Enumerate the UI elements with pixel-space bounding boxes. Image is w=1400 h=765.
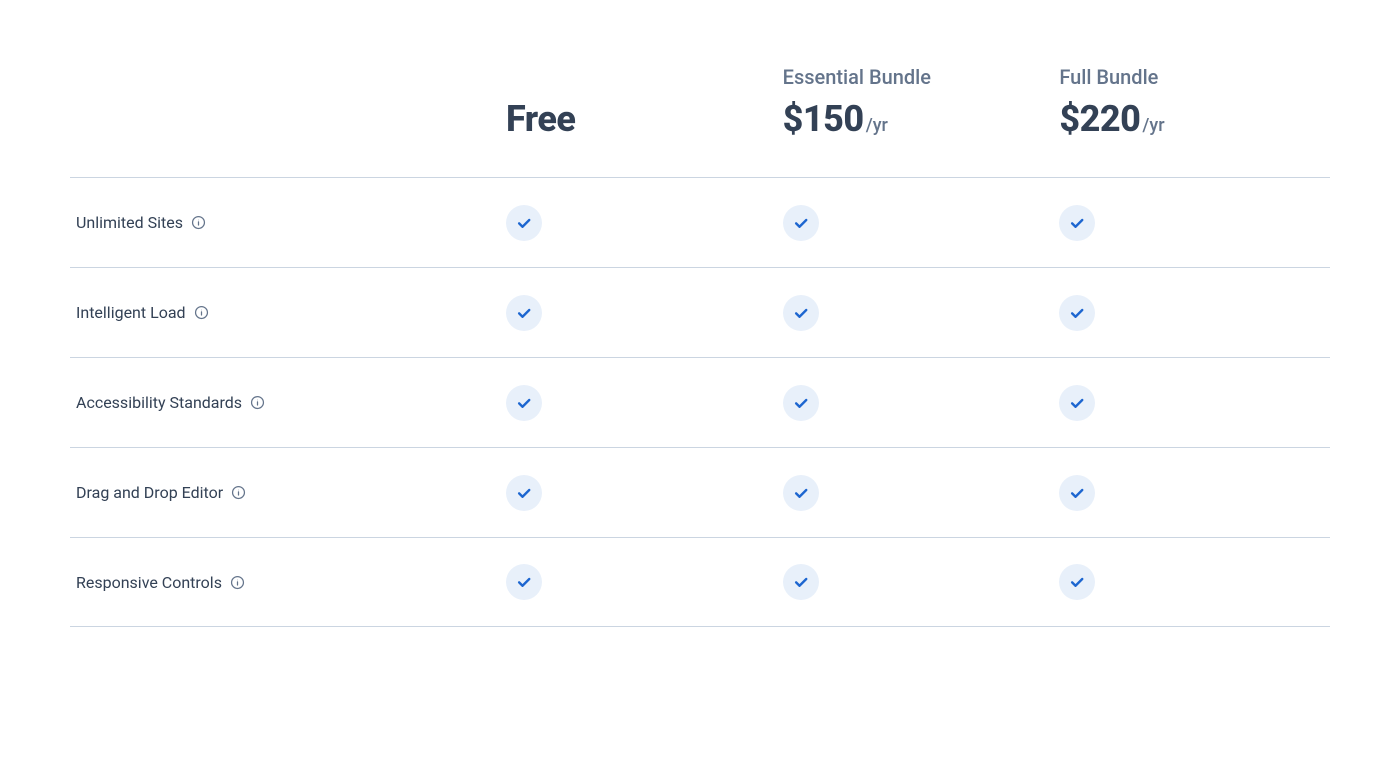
plan-cell-free <box>500 295 777 331</box>
pricing-comparison-table: Free Essential Bundle $150/yr Full Bundl… <box>70 65 1330 627</box>
info-icon[interactable] <box>194 305 209 320</box>
feature-label: Intelligent Load <box>76 303 186 322</box>
check-icon <box>783 475 819 511</box>
check-icon <box>506 475 542 511</box>
feature-row: Unlimited Sites <box>70 177 1330 267</box>
pricing-header-row: Free Essential Bundle $150/yr Full Bundl… <box>70 65 1330 177</box>
feature-label-cell: Drag and Drop Editor <box>70 483 500 502</box>
check-icon <box>506 385 542 421</box>
info-icon[interactable] <box>250 395 265 410</box>
plan-header-essential: Essential Bundle $150/yr <box>777 65 1054 137</box>
plan-cell-full <box>1053 385 1330 421</box>
feature-label: Drag and Drop Editor <box>76 483 223 502</box>
plan-cell-full <box>1053 475 1330 511</box>
plan-cell-essential <box>777 385 1054 421</box>
feature-label: Responsive Controls <box>76 573 222 592</box>
check-icon <box>783 564 819 600</box>
plan-title-free: Free <box>506 98 575 140</box>
plan-cell-free <box>500 385 777 421</box>
plan-cell-full <box>1053 564 1330 600</box>
feature-row: Responsive Controls <box>70 537 1330 627</box>
plan-period-full: /yr <box>1142 115 1164 136</box>
check-icon <box>506 205 542 241</box>
check-icon <box>783 295 819 331</box>
feature-label-cell: Intelligent Load <box>70 303 500 322</box>
plan-subtitle-essential: Essential Bundle <box>783 65 1054 89</box>
plan-cell-essential <box>777 564 1054 600</box>
info-icon[interactable] <box>230 575 245 590</box>
plan-cell-essential <box>777 205 1054 241</box>
check-icon <box>783 205 819 241</box>
plan-price-full: $220 <box>1059 98 1140 140</box>
check-icon <box>1059 205 1095 241</box>
plan-header-full: Full Bundle $220/yr <box>1053 65 1330 137</box>
feature-label: Accessibility Standards <box>76 393 242 412</box>
plan-cell-essential <box>777 295 1054 331</box>
info-icon[interactable] <box>231 485 246 500</box>
check-icon <box>1059 385 1095 421</box>
info-icon[interactable] <box>191 215 206 230</box>
check-icon <box>1059 295 1095 331</box>
feature-label: Unlimited Sites <box>76 213 183 232</box>
plan-period-essential: /yr <box>866 115 888 136</box>
plan-price-essential: $150 <box>783 98 864 140</box>
check-icon <box>1059 564 1095 600</box>
plan-cell-free <box>500 475 777 511</box>
plan-cell-full <box>1053 295 1330 331</box>
check-icon <box>1059 475 1095 511</box>
plan-header-free: Free <box>500 101 777 137</box>
plan-cell-free <box>500 205 777 241</box>
check-icon <box>783 385 819 421</box>
feature-row: Drag and Drop Editor <box>70 447 1330 537</box>
plan-cell-free <box>500 564 777 600</box>
plan-subtitle-full: Full Bundle <box>1059 65 1330 89</box>
check-icon <box>506 564 542 600</box>
plan-cell-full <box>1053 205 1330 241</box>
feature-row: Accessibility Standards <box>70 357 1330 447</box>
feature-rows-container: Unlimited Sites Intelligent Load Accessibi… <box>70 177 1330 627</box>
feature-row: Intelligent Load <box>70 267 1330 357</box>
feature-label-cell: Accessibility Standards <box>70 393 500 412</box>
feature-label-cell: Unlimited Sites <box>70 213 500 232</box>
plan-cell-essential <box>777 475 1054 511</box>
feature-label-cell: Responsive Controls <box>70 573 500 592</box>
check-icon <box>506 295 542 331</box>
